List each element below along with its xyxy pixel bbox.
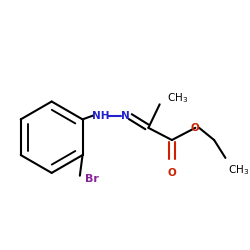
Text: N: N: [120, 110, 129, 120]
Text: CH$_3$: CH$_3$: [228, 164, 250, 177]
Text: O: O: [191, 123, 200, 133]
Text: CH$_3$: CH$_3$: [167, 91, 188, 105]
Text: NH: NH: [92, 110, 109, 120]
Text: Br: Br: [84, 174, 98, 184]
Text: O: O: [168, 168, 176, 178]
